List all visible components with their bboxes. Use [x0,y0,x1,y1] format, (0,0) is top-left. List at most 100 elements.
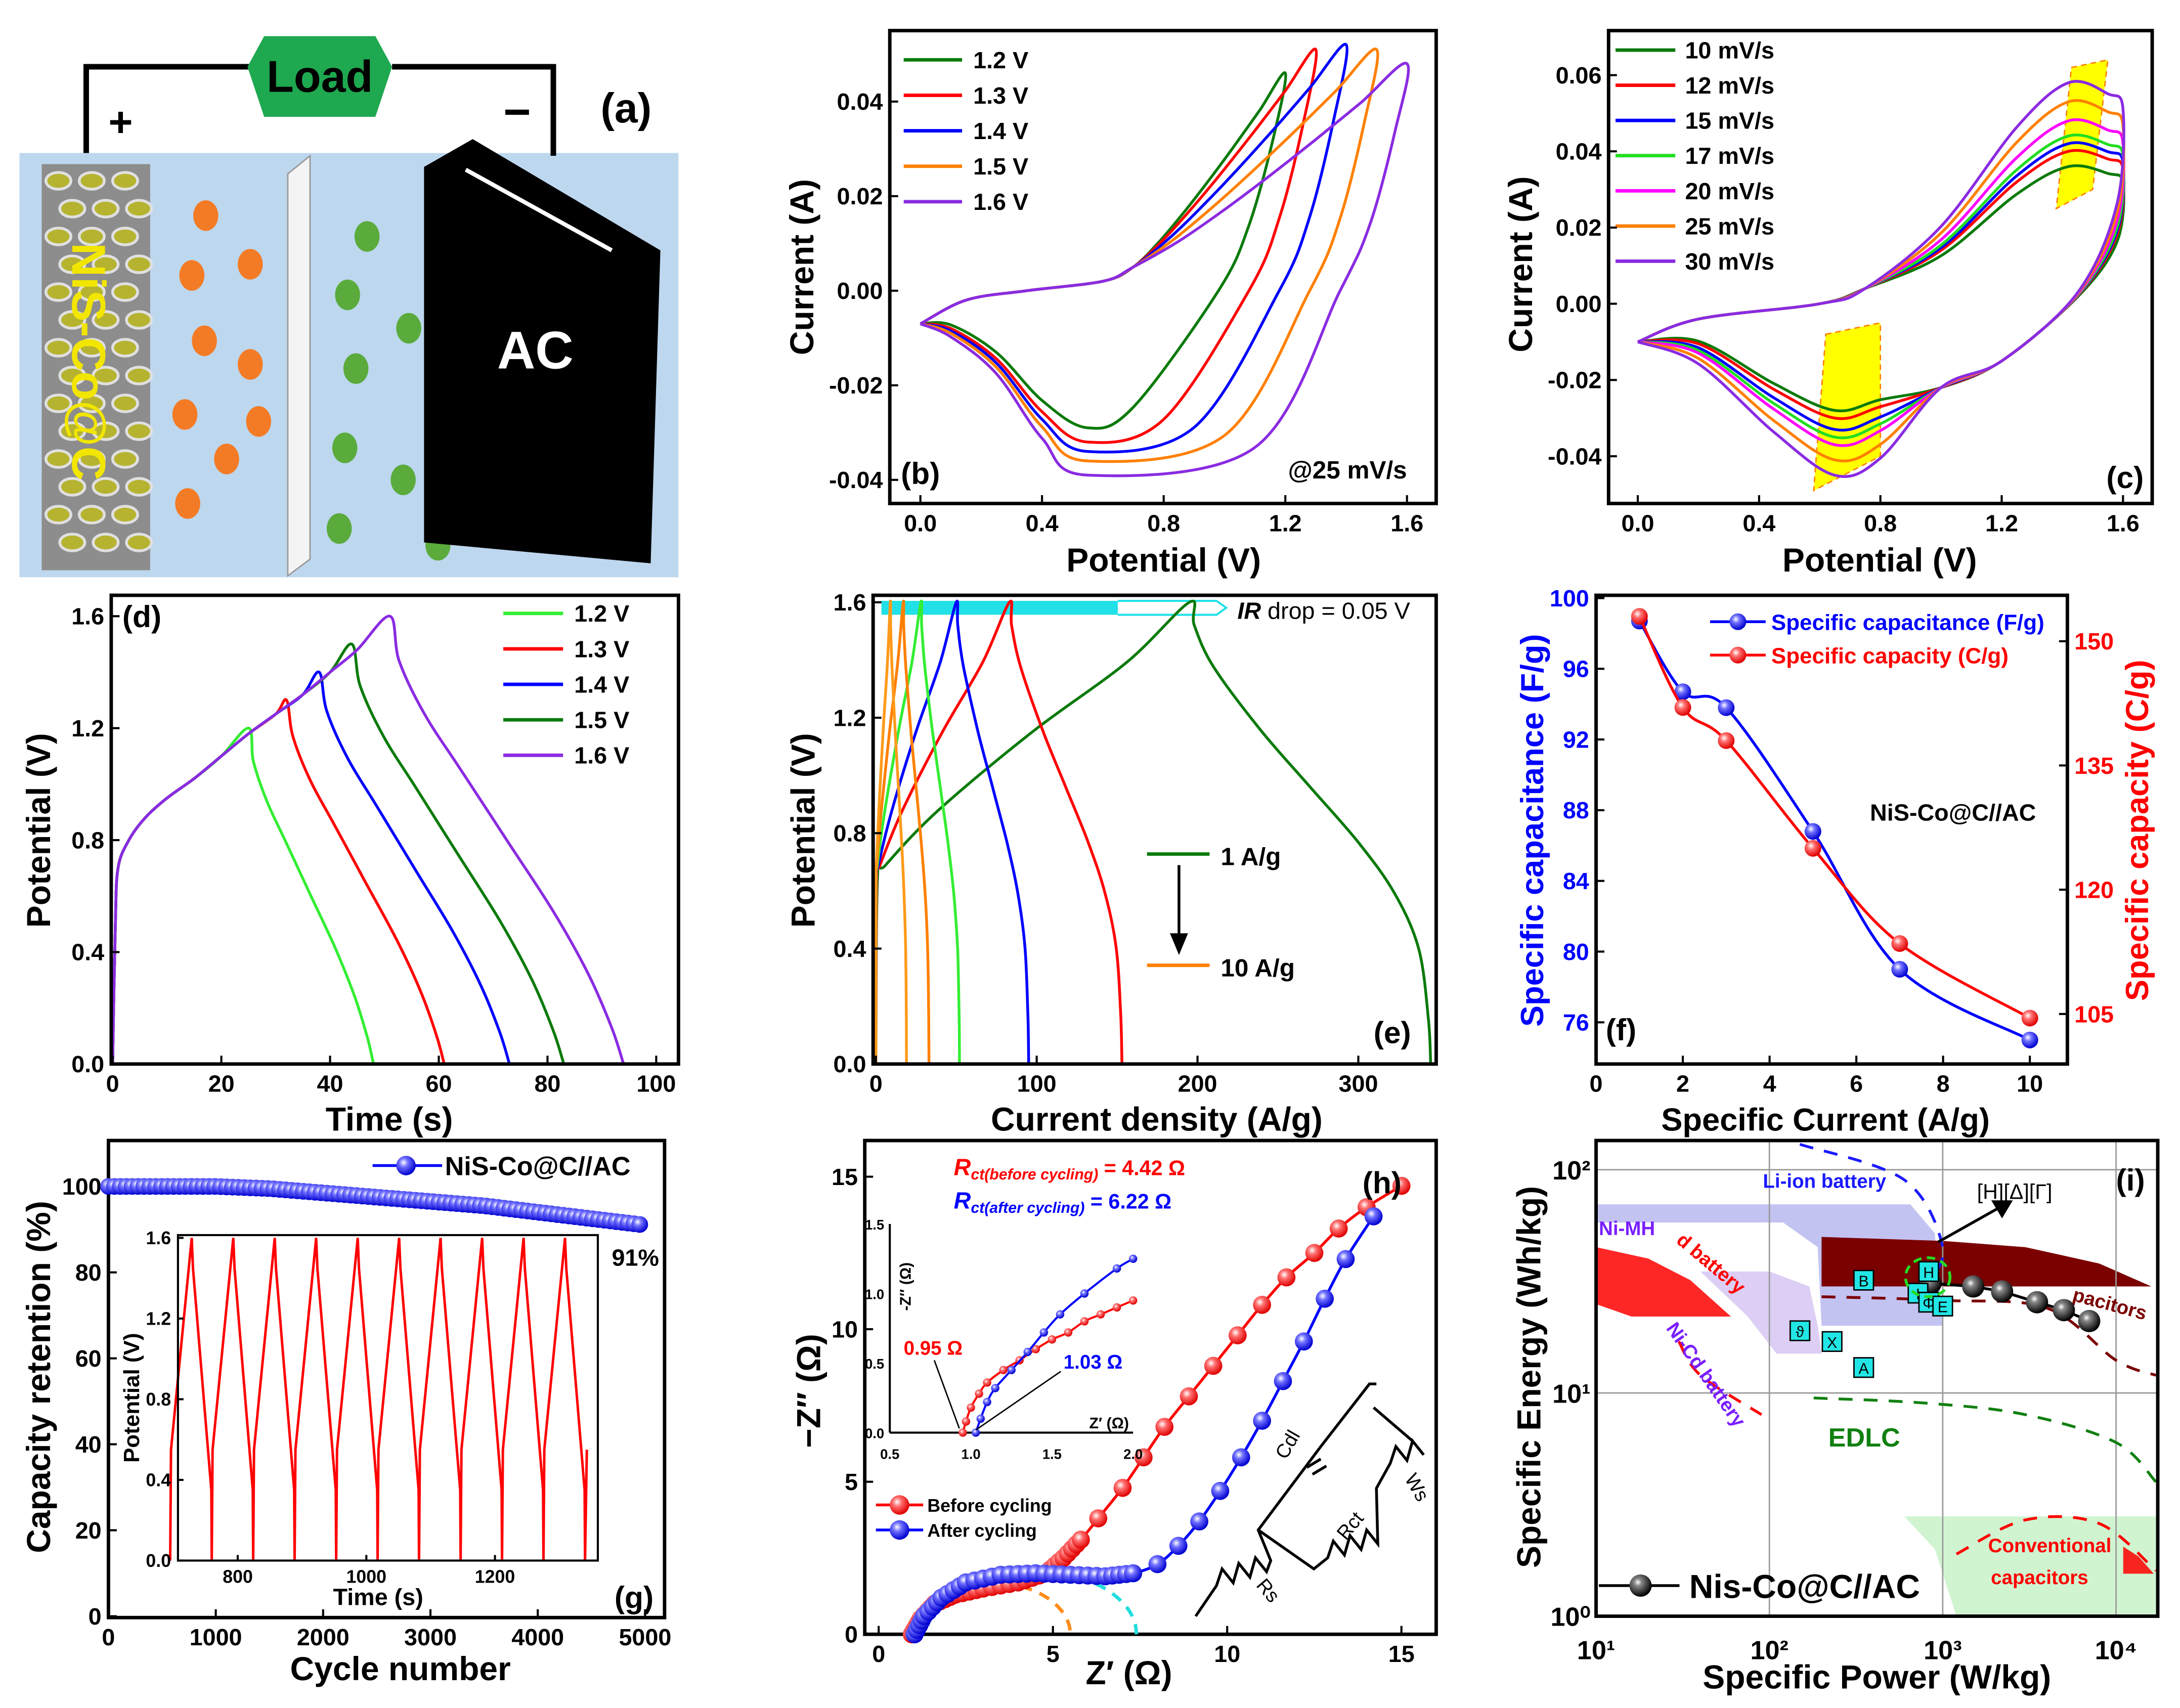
rct_after-value: = 6.22 Ω [1084,1190,1171,1213]
cation-dot [238,249,263,280]
x-tick-label: 0.4 [1026,510,1059,536]
retention-annotation: 91% [612,1244,659,1271]
x-tick-label: 10⁴ [2095,1636,2138,1666]
nisco-point [1991,1280,2014,1303]
separator [287,154,311,578]
y-tick-label: 0.0 [834,1051,866,1077]
legend-label-10Ag: 10 A/g [1220,954,1295,982]
panel-c: 10 mV/s 12 mV/s 15 mV/s 17 mV/s 20 mV/s 25 mV… [1502,29,2154,579]
y-tick-label: -0.04 [829,467,883,493]
y-tick-label: 20 [75,1517,102,1544]
anion-dot [335,279,360,311]
literature-marker [1853,1269,1874,1291]
y-tick-label: 1.6 [146,1228,171,1248]
x-tick-label: 20 [208,1071,235,1097]
literature-marker-label: A [1859,1361,1869,1377]
circuit-label-cdl: Cdl [1271,1426,1304,1463]
y-tick-label: 100 [1550,585,1589,611]
anion-dot [326,513,352,544]
x-axis-label: Cycle number [290,1650,511,1687]
cation-dot [238,349,263,380]
y-tick-label: -0.02 [1548,367,1601,393]
plot-frame [888,29,1438,505]
nyquist-point [1229,1326,1247,1345]
inset-point [962,1417,971,1426]
legend-label-1Ag: 1 A/g [1220,843,1281,870]
legend-label: 1.3 V [574,636,629,662]
cation-dot [214,444,239,474]
nanoparticle-icon [111,227,139,246]
inset-point [971,1428,980,1437]
rct_before-subscript: ct(before cycling) [971,1166,1098,1183]
plot-frame [863,1138,1438,1636]
nanoparticle-icon [111,393,139,413]
panel-label-f: (f) [1606,1013,1636,1047]
inset-point [976,1414,985,1423]
nanoparticle-icon [44,449,72,469]
panel-label-b: (b) [901,456,940,491]
data-point [1718,732,1735,749]
legend-label: 1.4 V [973,118,1028,144]
nanoparticle-icon [44,227,72,246]
legend-label: Nis-Co@C//AC [1689,1568,1920,1605]
literature-marker [1853,1357,1874,1378]
cation-dot [246,406,272,437]
x-tick-label: 1.6 [1390,510,1423,536]
legend-marker [890,1520,909,1540]
y-tick-label: -0.04 [1548,443,1601,469]
legend-label: 12 mV/s [1685,72,1774,99]
anion-dot [354,221,380,252]
legend-label: After cycling [927,1521,1036,1541]
x-tick-label: 1200 [475,1566,515,1587]
inset-y-tick-label: 1.5 [865,1217,884,1233]
y-tick-label: 5 [845,1469,858,1495]
nyquist-point [1148,1555,1167,1573]
legend-label: 15 mV/s [1685,108,1774,134]
data-point [1718,699,1735,716]
inset-x-tick-label: 1.0 [961,1447,980,1462]
y-tick-label: 80 [75,1259,102,1286]
nanoparticle-icon [58,310,86,330]
y-axis-label: Current (A) [783,179,820,355]
y-tick-label: 0.8 [71,827,104,853]
x-tick-label: 1000 [346,1566,386,1587]
inset-gcd-curve [168,1238,588,1561]
x-tick-label: 4000 [511,1624,564,1650]
panel-label-g: (g) [615,1580,653,1614]
left-electrode-label: NiS-Co@C [62,243,115,480]
nisco-point [1962,1275,1985,1298]
nanoparticle-icon [92,533,120,552]
y2-tick-label: 105 [2074,1001,2114,1027]
nyquist-point [1180,1387,1198,1406]
load-box [247,36,393,117]
legend-label: Before cycling [927,1496,1052,1516]
legend-label: 1.6 V [973,189,1028,215]
region-pacitors [1821,1237,2152,1287]
inset-point [999,1366,1008,1374]
nyquist-point [1169,1537,1188,1555]
nanoparticle-icon [77,393,106,413]
nyquist-point [1113,1478,1132,1497]
nanoparticle-icon [92,310,120,330]
legend-label: 1.5 V [973,153,1028,180]
x-tick-label: 1.2 [1269,510,1302,536]
x-tick-label: 5000 [619,1624,671,1650]
legend-label: 1.4 V [574,671,629,697]
literature-marker-label: B [1859,1274,1869,1290]
data-point [1674,683,1691,700]
nanoparticle-icon [111,338,139,358]
x-tick-label: 3000 [404,1624,457,1650]
nyquist-point [1155,1418,1174,1436]
cation-dot [172,399,198,430]
literature-marker-label: X [1827,1335,1837,1351]
inset-point [1112,1303,1121,1312]
nanoparticle-icon [58,421,86,441]
plot-frame [1594,1138,2160,1618]
anion-dot [343,353,369,384]
legend-label: 30 mV/s [1685,248,1774,275]
y-tick-label: 0.00 [837,278,883,304]
x-tick-label: 1.2 [1985,510,2018,536]
x-tick-label: 0 [872,1641,885,1667]
